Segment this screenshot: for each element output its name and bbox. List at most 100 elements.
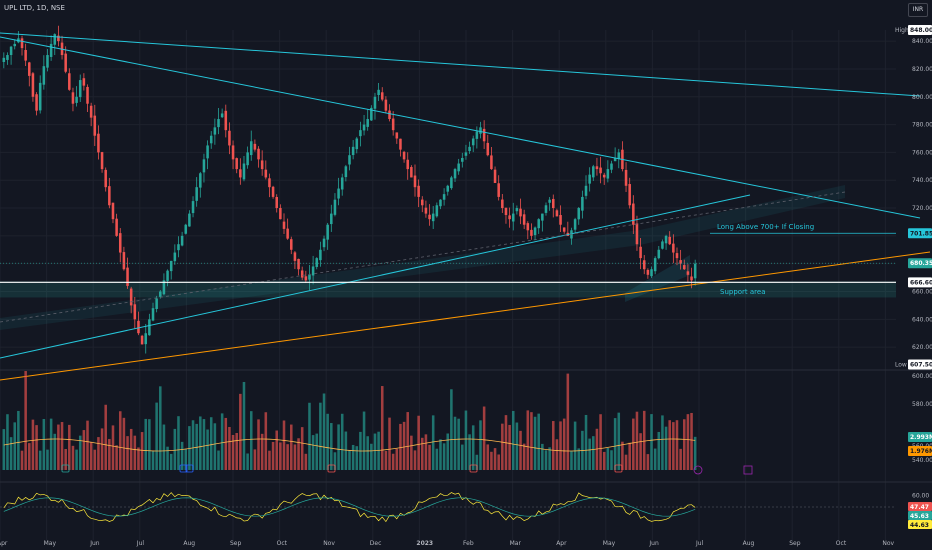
candle-body	[548, 199, 551, 203]
volume-bar	[78, 435, 82, 470]
rsi-pane	[0, 492, 896, 523]
candle-body	[337, 188, 340, 199]
volume-bar	[260, 433, 264, 470]
rsi-tag	[908, 520, 932, 529]
time-tick-label: 2023	[416, 540, 433, 547]
volume-bar	[653, 448, 657, 470]
time-axis[interactable]: Apr May Jun Jul Aug Sep Oct Nov Dec 2023 Feb Mar Apr…	[0, 540, 895, 547]
candle-body	[68, 73, 71, 90]
volume-bar	[679, 448, 682, 470]
volume-bar	[475, 454, 479, 470]
candle-body	[13, 43, 17, 47]
rsi-tag-text: 44.63	[910, 522, 929, 529]
volume-bar	[551, 421, 555, 470]
volume-bar	[82, 430, 86, 470]
volume-bar	[42, 419, 46, 470]
channel-zones	[0, 185, 896, 330]
candle-body	[642, 260, 646, 270]
candle-body	[362, 124, 366, 131]
volume-bar	[355, 446, 359, 470]
candle-body	[439, 199, 442, 207]
volume-bar	[482, 406, 486, 470]
annotation-long-above: Long Above 700+ If Closing	[717, 223, 814, 231]
upper-trendline	[0, 32, 921, 97]
time-tick-label: May	[603, 540, 616, 547]
candle-body	[188, 213, 191, 227]
volume-tag-text: 1.976M	[910, 448, 932, 455]
volume-bar	[24, 371, 27, 470]
candle-body	[421, 199, 424, 206]
volume-bar	[395, 448, 399, 470]
candle-body	[133, 304, 137, 320]
candle-body	[140, 335, 144, 345]
candle-body	[220, 113, 224, 118]
candle-body	[657, 249, 661, 259]
candle-body	[592, 166, 595, 178]
volume-bar	[468, 434, 471, 470]
time-tick-label: Jul	[695, 540, 704, 547]
volume-bar	[337, 424, 340, 470]
candle-body	[137, 320, 140, 334]
volume-bar	[257, 419, 260, 470]
event-marker	[614, 464, 623, 473]
candle-body	[395, 132, 399, 139]
volume-bar	[220, 413, 224, 470]
currency-button[interactable]: INR	[908, 3, 928, 17]
volume-bar	[71, 445, 75, 470]
flag-zone	[625, 255, 690, 302]
volume-bar	[17, 410, 20, 470]
volume-bar	[461, 444, 464, 470]
volume-bar	[410, 435, 413, 470]
time-tick-label: Dec	[370, 540, 382, 547]
candle-body	[31, 73, 35, 97]
candle-body	[279, 207, 282, 220]
candle-body	[617, 152, 621, 159]
candle-body	[108, 186, 111, 206]
candle-body	[599, 167, 602, 174]
candle-body	[413, 175, 417, 188]
volume-bar	[9, 437, 13, 470]
volume-tick-label: 540.00	[912, 457, 932, 464]
price-tag	[908, 25, 932, 35]
candle-body	[46, 55, 49, 68]
candle-body	[162, 280, 166, 295]
tag-label: Low	[895, 362, 907, 369]
candle-body	[504, 207, 508, 215]
price-tick-label: 740.00	[912, 177, 932, 184]
candle-body	[260, 160, 264, 170]
candle-body	[126, 267, 129, 286]
candle-body	[322, 238, 326, 248]
volume-tick-label: 580.00	[912, 401, 932, 408]
volume-bar	[315, 433, 319, 470]
candle-body	[522, 214, 526, 225]
candle-body	[148, 319, 151, 336]
volume-bar	[650, 414, 653, 470]
candle-body	[326, 224, 329, 240]
volume-tag	[908, 446, 932, 456]
candle-body	[464, 152, 468, 156]
candle-body	[541, 213, 544, 221]
volume-bar	[617, 412, 621, 470]
candle-body	[159, 291, 162, 297]
volume-bar	[100, 428, 104, 470]
price-tag	[908, 258, 932, 269]
tag-label-bg	[893, 25, 907, 35]
candle-body	[6, 55, 9, 60]
candle-body	[344, 166, 348, 178]
volume-bar	[672, 422, 675, 470]
candle-body	[64, 53, 67, 72]
volume-bar	[46, 449, 49, 470]
candle-body	[333, 199, 337, 215]
volume-bar	[373, 433, 377, 470]
candle-body	[457, 163, 460, 172]
volume-bar	[13, 422, 17, 470]
rsi-tag	[908, 511, 932, 520]
candle-body	[122, 252, 126, 270]
volume-bar	[231, 434, 235, 470]
volume-bar	[148, 419, 151, 470]
candle-body	[402, 151, 406, 160]
price-tag-text: 701.85	[910, 230, 932, 237]
candle-body	[348, 155, 351, 165]
event-marker	[179, 464, 188, 473]
